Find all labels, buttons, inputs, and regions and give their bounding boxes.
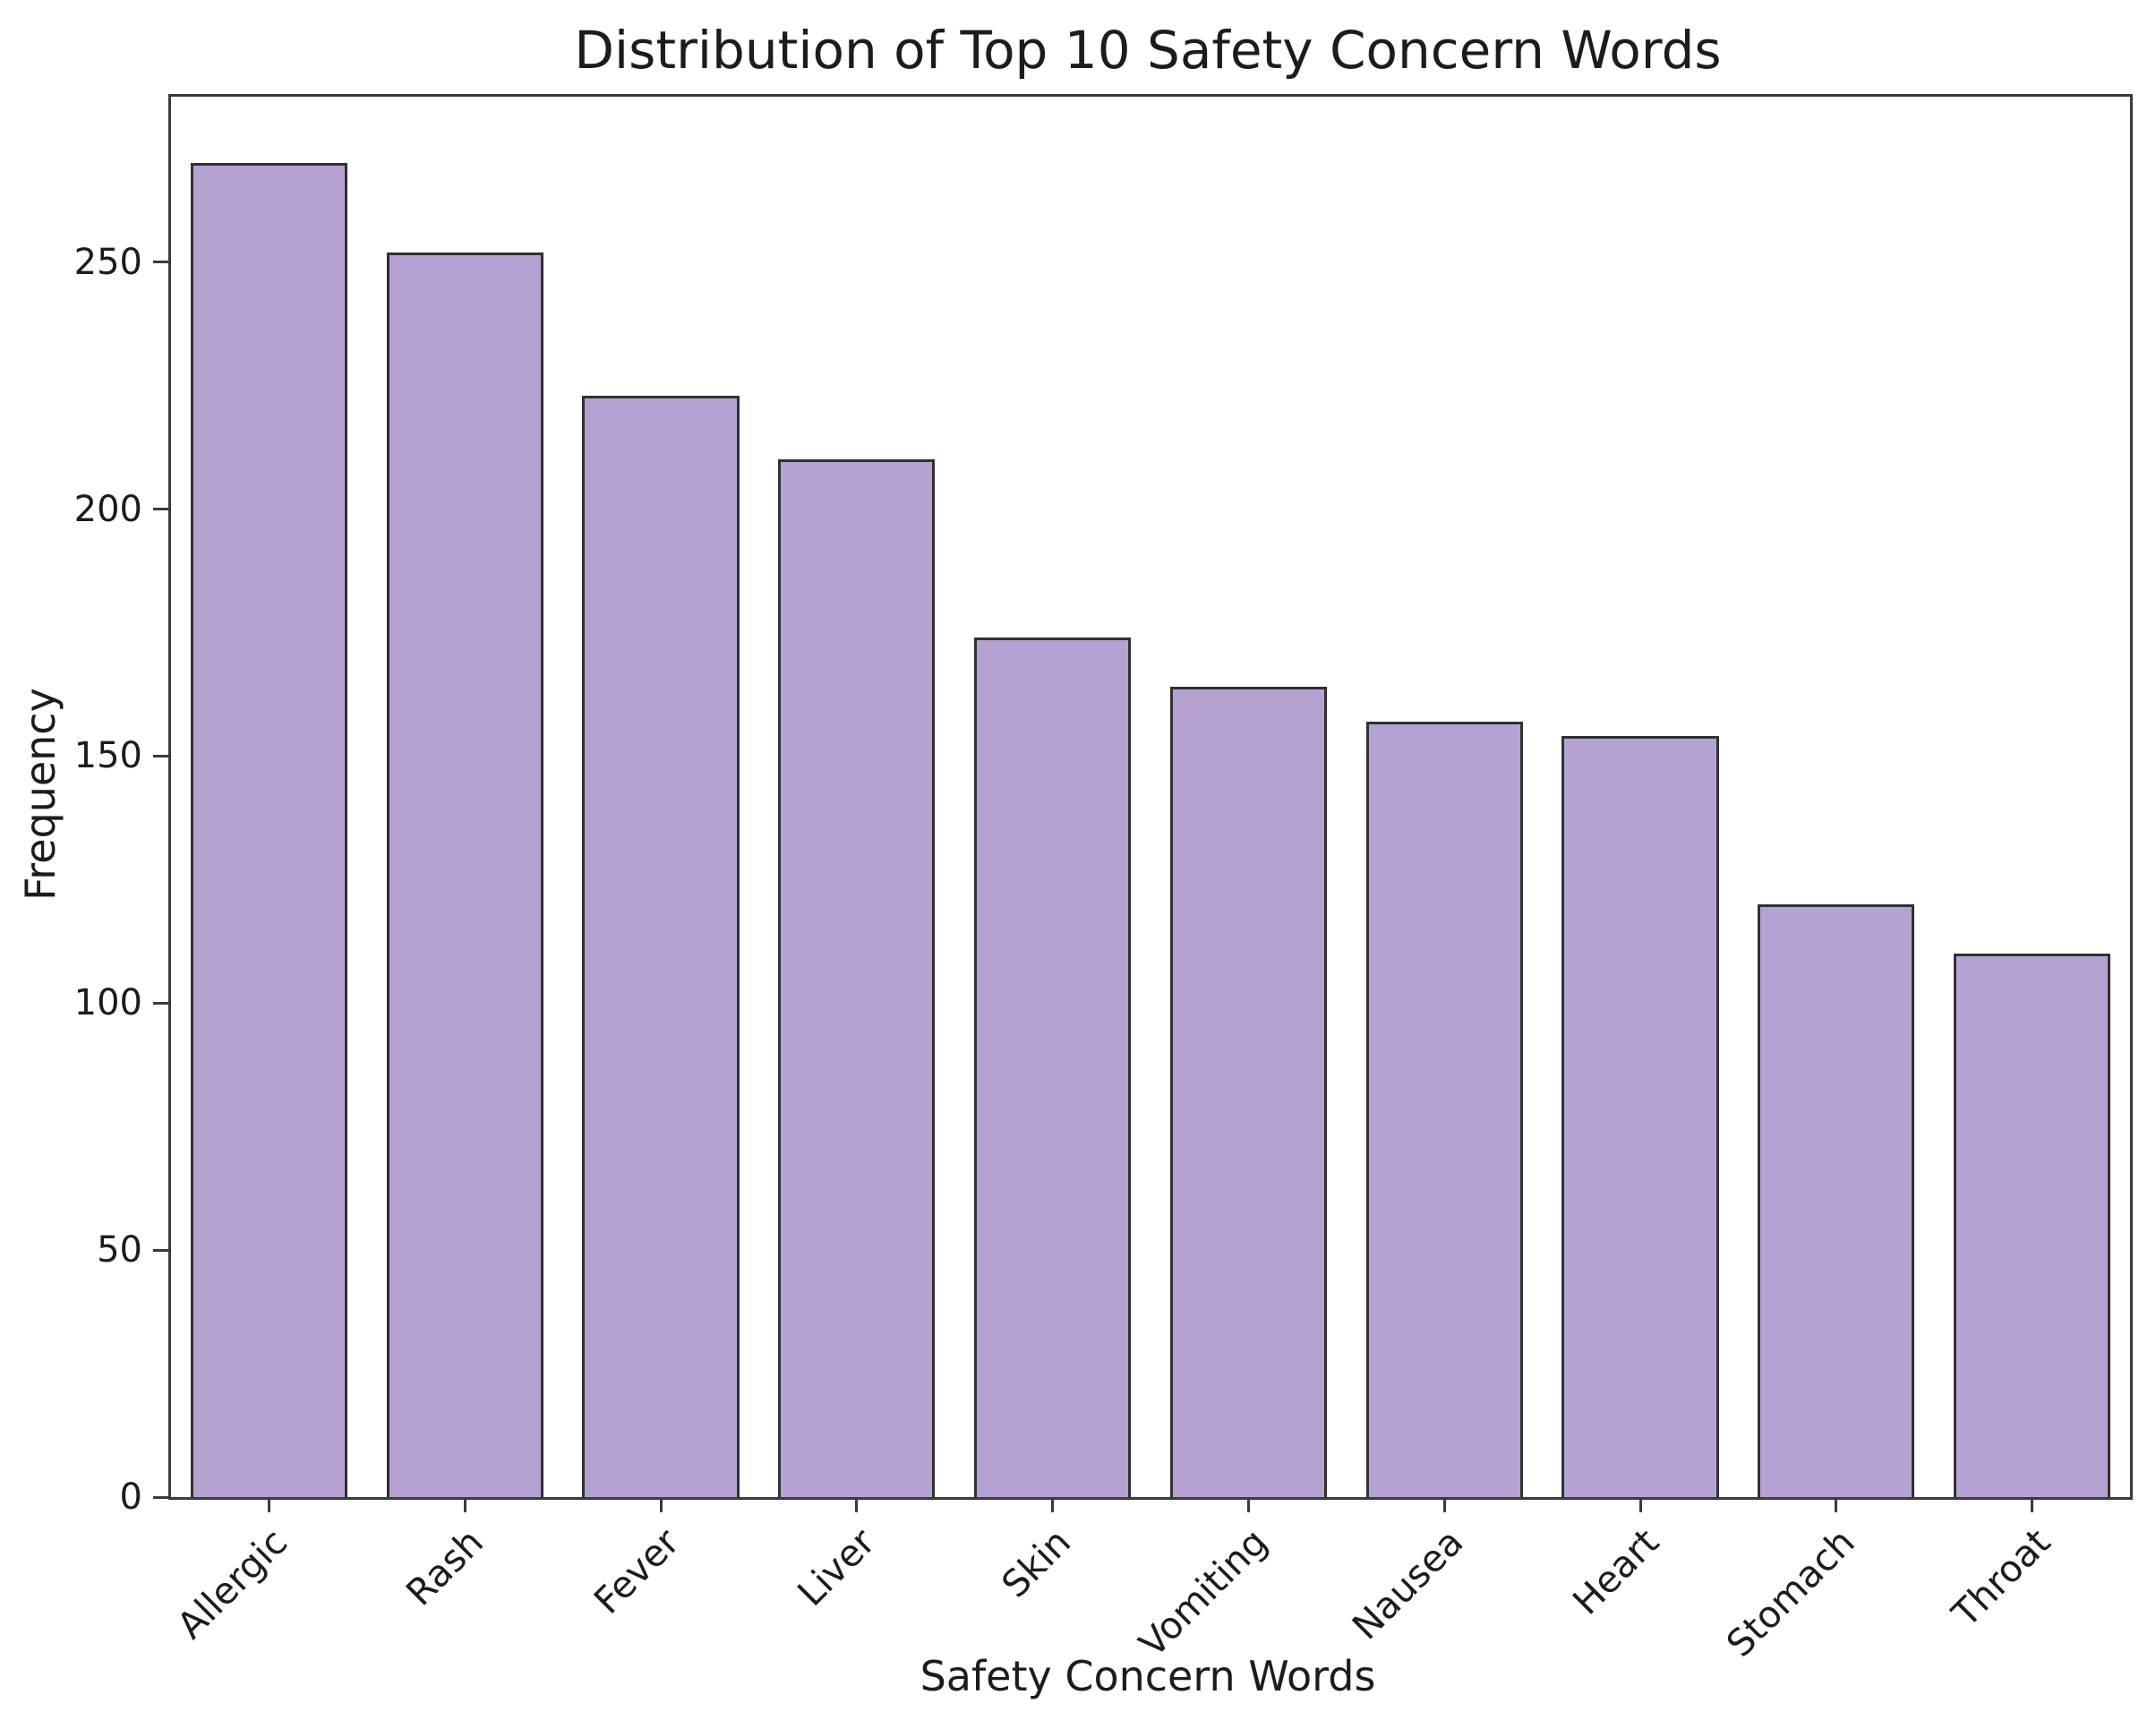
x-tick-label-liver: Liver [789,1520,884,1615]
y-tick-label-100: 100 [73,982,142,1024]
y-tick-mark-50 [153,1248,168,1252]
bar-fever [582,395,740,1497]
x-tick-label-throat: Throat [1944,1520,2059,1636]
x-tick-label-vomiting: Vomiting [1130,1520,1276,1665]
y-tick-label-250: 250 [73,241,142,283]
x-tick-label-nausea: Nausea [1343,1520,1472,1648]
x-tick-mark-stomach [1835,1497,1838,1512]
bar-skin [974,638,1132,1497]
bar-rash [386,252,543,1497]
x-axis-label: Safety Concern Words [920,1652,1376,1700]
x-tick-mark-throat [2031,1497,2034,1512]
bar-vomiting [1169,687,1327,1497]
x-tick-label-skin: Skin [993,1520,1080,1606]
x-tick-mark-skin [1051,1497,1055,1512]
x-tick-mark-allergic [267,1497,270,1512]
x-tick-mark-fever [659,1497,663,1512]
bar-allergic [190,163,347,1497]
chart-title: Distribution of Top 10 Safety Concern Wo… [574,20,1722,81]
y-tick-mark-150 [153,754,168,758]
y-tick-label-150: 150 [73,735,142,777]
bar-liver [778,459,936,1497]
x-tick-mark-vomiting [1246,1497,1250,1512]
x-tick-mark-rash [463,1497,466,1512]
y-tick-mark-0 [153,1495,168,1499]
x-tick-label-rash: Rash [398,1520,492,1614]
y-tick-mark-200 [153,508,168,511]
bar-heart [1561,736,1719,1497]
plot-area [168,94,2133,1500]
x-tick-label-stomach: Stomach [1717,1520,1863,1665]
bar-nausea [1365,721,1523,1497]
x-tick-mark-liver [855,1497,859,1512]
y-tick-label-0: 0 [119,1476,142,1518]
bar-throat [1954,954,2111,1497]
bar-stomach [1758,904,1915,1497]
y-tick-mark-250 [153,261,168,264]
x-tick-mark-heart [1638,1497,1642,1512]
y-axis-label: Frequency [16,688,64,901]
x-tick-label-allergic: Allergic [168,1520,296,1648]
x-tick-label-fever: Fever [586,1520,688,1622]
x-tick-label-heart: Heart [1564,1520,1667,1623]
y-tick-mark-100 [153,1001,168,1005]
y-tick-label-50: 50 [97,1229,142,1271]
y-tick-label-200: 200 [73,488,142,530]
x-tick-mark-nausea [1442,1497,1446,1512]
